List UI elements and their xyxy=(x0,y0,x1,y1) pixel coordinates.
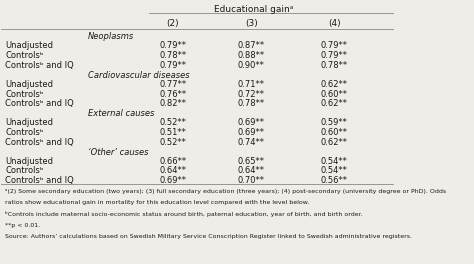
Text: 0.62**: 0.62** xyxy=(320,100,347,109)
Text: 0.56**: 0.56** xyxy=(320,176,347,185)
Text: Educational gainᵃ: Educational gainᵃ xyxy=(214,5,293,14)
Text: Controlsᵇ: Controlsᵇ xyxy=(5,51,44,60)
Text: ᵃ(2) Some secondary education (two years); (3) full secondary education (three y: ᵃ(2) Some secondary education (two years… xyxy=(5,189,447,194)
Text: Unadjusted: Unadjusted xyxy=(5,157,54,166)
Text: 0.69**: 0.69** xyxy=(238,128,265,137)
Text: 0.62**: 0.62** xyxy=(320,80,347,89)
Text: Controlsᵇ: Controlsᵇ xyxy=(5,166,44,175)
Text: Controlsᵇ and IQ: Controlsᵇ and IQ xyxy=(5,61,74,70)
Text: Neoplasms: Neoplasms xyxy=(88,32,134,41)
Text: 0.90**: 0.90** xyxy=(238,61,265,70)
Text: 0.52**: 0.52** xyxy=(159,118,186,127)
Text: 0.71**: 0.71** xyxy=(238,80,265,89)
Text: 0.78**: 0.78** xyxy=(159,51,186,60)
Text: 0.82**: 0.82** xyxy=(159,100,186,109)
Text: 0.60**: 0.60** xyxy=(320,128,347,137)
Text: Unadjusted: Unadjusted xyxy=(5,118,54,127)
Text: 0.78**: 0.78** xyxy=(238,100,265,109)
Text: External causes: External causes xyxy=(88,109,155,118)
Text: Controlsᵇ and IQ: Controlsᵇ and IQ xyxy=(5,138,74,147)
Text: Controlsᵇ: Controlsᵇ xyxy=(5,90,44,99)
Text: Unadjusted: Unadjusted xyxy=(5,41,54,50)
Text: Controlsᵇ: Controlsᵇ xyxy=(5,128,44,137)
Text: Controlsᵇ and IQ: Controlsᵇ and IQ xyxy=(5,176,74,185)
Text: 0.77**: 0.77** xyxy=(159,80,186,89)
Text: (4): (4) xyxy=(328,19,340,28)
Text: 0.88**: 0.88** xyxy=(238,51,265,60)
Text: 0.69**: 0.69** xyxy=(159,176,186,185)
Text: 0.66**: 0.66** xyxy=(159,157,186,166)
Text: ‘Other’ causes: ‘Other’ causes xyxy=(88,148,148,157)
Text: Source: Authors’ calculations based on Swedish Military Service Conscription Reg: Source: Authors’ calculations based on S… xyxy=(5,234,412,239)
Text: ᵇControls include maternal socio-economic status around birth, paternal educatio: ᵇControls include maternal socio-economi… xyxy=(5,211,363,218)
Text: 0.79**: 0.79** xyxy=(159,61,186,70)
Text: 0.69**: 0.69** xyxy=(238,118,265,127)
Text: 0.79**: 0.79** xyxy=(320,51,347,60)
Text: 0.52**: 0.52** xyxy=(159,138,186,147)
Text: (2): (2) xyxy=(166,19,179,28)
Text: **p < 0.01.: **p < 0.01. xyxy=(5,223,40,228)
Text: 0.65**: 0.65** xyxy=(238,157,265,166)
Text: 0.74**: 0.74** xyxy=(238,138,265,147)
Text: 0.60**: 0.60** xyxy=(320,90,347,99)
Text: 0.64**: 0.64** xyxy=(159,166,186,175)
Text: 0.78**: 0.78** xyxy=(320,61,348,70)
Text: 0.72**: 0.72** xyxy=(238,90,265,99)
Text: 0.54**: 0.54** xyxy=(321,157,347,166)
Text: 0.54**: 0.54** xyxy=(321,166,347,175)
Text: 0.79**: 0.79** xyxy=(320,41,347,50)
Text: 0.87**: 0.87** xyxy=(238,41,265,50)
Text: 0.62**: 0.62** xyxy=(320,138,347,147)
Text: Unadjusted: Unadjusted xyxy=(5,80,54,89)
Text: 0.51**: 0.51** xyxy=(159,128,186,137)
Text: 0.70**: 0.70** xyxy=(238,176,265,185)
Text: 0.76**: 0.76** xyxy=(159,90,186,99)
Text: Controlsᵇ and IQ: Controlsᵇ and IQ xyxy=(5,100,74,109)
Text: Cardiovascular diseases: Cardiovascular diseases xyxy=(88,71,190,80)
Text: 0.64**: 0.64** xyxy=(238,166,265,175)
Text: (3): (3) xyxy=(245,19,258,28)
Text: 0.79**: 0.79** xyxy=(159,41,186,50)
Text: ratios show educational gain in mortality for this education level compared with: ratios show educational gain in mortalit… xyxy=(5,200,310,205)
Text: 0.59**: 0.59** xyxy=(321,118,347,127)
